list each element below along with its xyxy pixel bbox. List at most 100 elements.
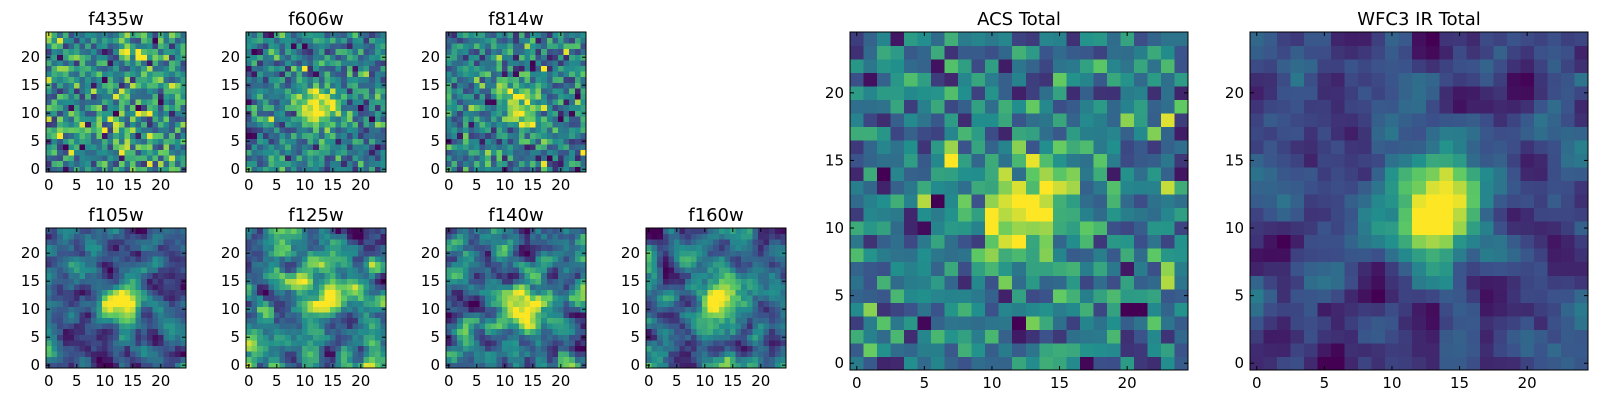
heatmap-cell: [462, 155, 469, 162]
heatmap-cell: [651, 278, 658, 285]
heatmap-cell: [313, 32, 320, 38]
heatmap-cell: [57, 267, 64, 274]
heatmap-cell: [130, 328, 136, 335]
heatmap-cell: [574, 43, 581, 50]
heatmap-cell: [279, 345, 286, 352]
heatmap-cell: [457, 138, 464, 145]
heatmap-cell: [107, 272, 114, 279]
heatmap-cell: [363, 356, 370, 363]
heatmap-cell: [46, 60, 52, 66]
heatmap-cell: [535, 43, 542, 50]
heatmap-cell: [57, 65, 64, 72]
heatmap-cell: [758, 261, 764, 268]
heatmap-cell: [352, 60, 359, 66]
heatmap-cell: [102, 82, 108, 89]
heatmap-cell: [180, 93, 187, 100]
heatmap-cell: [474, 71, 480, 78]
heatmap-cell: [341, 82, 348, 89]
heatmap-cell: [917, 194, 932, 209]
heatmap-cell: [268, 239, 275, 246]
heatmap-cell: [68, 104, 75, 111]
heatmap-cell: [352, 295, 359, 302]
heatmap-cell: [524, 334, 531, 341]
heatmap-cell: [352, 93, 359, 100]
heatmap-cell: [1066, 180, 1081, 195]
heatmap-cell: [690, 312, 697, 318]
heatmap-cell: [251, 54, 258, 61]
heatmap-cell: [374, 149, 381, 156]
heatmap-cell: [174, 104, 181, 111]
heatmap-cell: [79, 104, 86, 111]
heatmap-cell: [457, 272, 464, 279]
heatmap-cell: [674, 312, 680, 318]
heatmap-cell: [485, 300, 492, 307]
heatmap-cell: [662, 312, 669, 318]
heatmap-cell: [668, 239, 675, 246]
heatmap-cell: [574, 323, 581, 330]
heatmap-cell: [741, 256, 748, 262]
heatmap-cell: [718, 356, 725, 363]
heatmap-cell: [85, 317, 92, 324]
heatmap-cell: [696, 317, 703, 324]
heatmap-cell: [746, 289, 753, 296]
heatmap-cell: [890, 221, 905, 236]
heatmap-cell: [113, 116, 120, 122]
heatmap-cell: [307, 362, 314, 369]
heatmap-cell: [769, 272, 776, 279]
heatmap-cell: [174, 351, 181, 358]
heatmap-cell: [141, 65, 148, 72]
heatmap-cell: [490, 295, 497, 302]
heatmap-cell: [369, 116, 376, 122]
heatmap-cell: [1174, 261, 1189, 276]
heatmap-cell: [524, 278, 531, 285]
heatmap-cell: [746, 261, 753, 268]
heatmap-cell: [57, 48, 64, 55]
heatmap-cell: [468, 284, 475, 290]
heatmap-cell: [863, 221, 878, 236]
heatmap-cell: [574, 54, 581, 61]
x-tick-label: 0: [244, 176, 254, 194]
heatmap-cell: [152, 244, 159, 251]
heatmap-cell: [290, 48, 297, 55]
heatmap-cell: [502, 149, 508, 156]
y-tick-label: 20: [421, 244, 440, 262]
heatmap-cell: [302, 233, 308, 240]
heatmap-cell: [346, 76, 353, 83]
heatmap-cell: [124, 284, 131, 290]
heatmap-cell: [451, 82, 458, 89]
heatmap-cell: [257, 300, 264, 307]
heatmap-cell: [474, 356, 480, 363]
heatmap-cell: [285, 334, 292, 341]
heatmap-cell: [274, 261, 280, 268]
heatmap-cell: [358, 306, 364, 313]
heatmap-cell: [468, 272, 475, 279]
heatmap-cell: [530, 284, 536, 290]
heatmap-cell: [330, 127, 336, 134]
heatmap-cell: [479, 76, 486, 83]
heatmap-cell: [107, 306, 114, 313]
heatmap-cell: [257, 345, 264, 352]
heatmap-cell: [546, 60, 553, 66]
y-tick-label: 5: [430, 132, 440, 150]
heatmap-cell: [307, 334, 314, 341]
heatmap-cell: [374, 323, 381, 330]
heatmap-cell: [563, 362, 570, 369]
heatmap-cell: [74, 116, 80, 122]
heatmap-cell: [662, 244, 669, 251]
heatmap-cell: [479, 166, 486, 173]
heatmap-cell: [479, 278, 486, 285]
heatmap-cell: [46, 312, 52, 318]
heatmap-cell: [146, 323, 153, 330]
y-tick-label: 15: [421, 272, 440, 290]
heatmap-cell: [763, 362, 770, 369]
heatmap-cell: [507, 132, 514, 139]
heatmap-cell: [944, 167, 959, 182]
heatmap-cell: [374, 278, 381, 285]
heatmap-cell: [163, 323, 170, 330]
heatmap-cell: [474, 149, 480, 156]
heatmap-cell: [657, 362, 664, 369]
heatmap-cell: [513, 155, 520, 162]
heatmap-cell: [90, 132, 97, 139]
heatmap-cell: [62, 166, 69, 173]
heatmap-cell: [102, 43, 108, 50]
